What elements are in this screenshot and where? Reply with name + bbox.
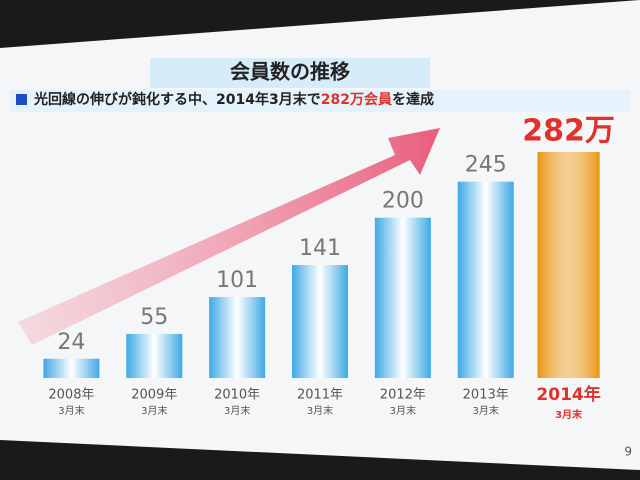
value-label: 141 — [299, 236, 341, 261]
bar — [43, 358, 100, 378]
x-tick-label: 2009年 — [131, 388, 177, 403]
value-label: 55 — [140, 305, 168, 330]
subtitle-text: を達成 — [392, 91, 434, 108]
x-tick-note: 3月末 — [58, 404, 84, 417]
subtitle-text: 光回線の伸びが鈍化する中、2014年3月末で — [33, 91, 321, 108]
x-tick-label: 2008年 — [48, 388, 94, 403]
title-band — [150, 58, 430, 88]
bar — [126, 333, 183, 378]
x-tick-label: 2012年 — [380, 388, 426, 403]
bullet — [16, 94, 27, 105]
bar — [292, 265, 348, 378]
bar — [374, 217, 431, 378]
plot: 242008年3月末552009年3月末1012010年3月末1412011年3… — [43, 114, 615, 421]
x-tick-label: 2014年 — [536, 384, 600, 405]
bar — [537, 152, 600, 378]
x-tick-note: 3月末 — [141, 404, 167, 417]
value-label: 24 — [57, 330, 85, 355]
x-tick-label: 2011年 — [297, 388, 343, 403]
x-tick-note: 3月末 — [473, 404, 499, 417]
page-number: 9 — [624, 445, 632, 459]
value-label: 200 — [382, 189, 424, 214]
subtitle-band — [10, 90, 630, 112]
x-tick-note: 3月末 — [307, 404, 333, 417]
x-tick-note: 3月末 — [555, 408, 583, 421]
value-label: 245 — [465, 153, 507, 178]
x-tick-label: 2010年 — [214, 388, 260, 403]
x-tick-note: 3月末 — [224, 404, 250, 417]
slide-title: 会員数の推移 — [230, 60, 350, 84]
bar — [209, 297, 266, 378]
bar — [457, 181, 514, 378]
x-tick-label: 2013年 — [463, 388, 509, 403]
x-tick-note: 3月末 — [390, 404, 416, 417]
value-label: 282万 — [522, 114, 615, 149]
value-label: 101 — [216, 268, 258, 293]
subtitle: 光回線の伸びが鈍化する中、2014年3月末で282万会員を達成 — [33, 91, 434, 108]
growth-arrow — [18, 128, 440, 345]
subtitle-highlight: 282万会員 — [321, 91, 392, 108]
